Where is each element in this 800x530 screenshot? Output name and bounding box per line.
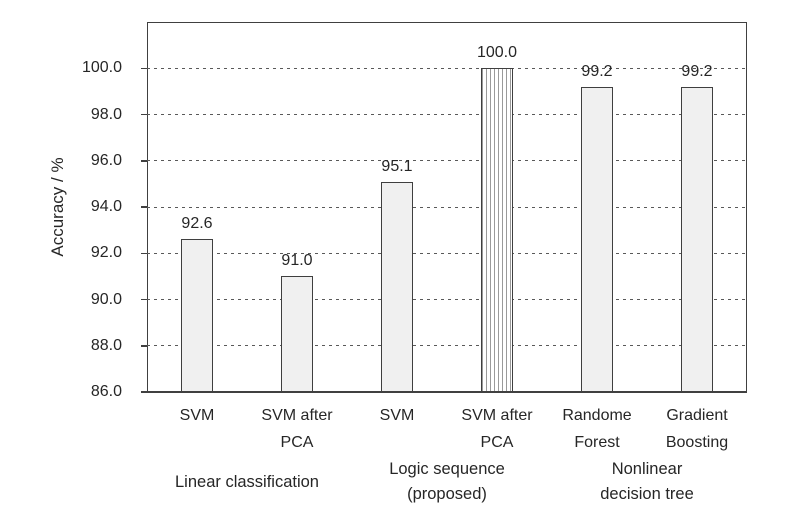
bar-value-label: 100.0: [476, 44, 518, 62]
bar-value-label: 95.1: [381, 157, 413, 175]
bar-1: [181, 239, 213, 392]
y-tick-label: 92.0: [90, 244, 122, 262]
bar-3: [381, 181, 413, 392]
gridline: [147, 299, 746, 300]
y-tick-label: 90.0: [90, 290, 122, 308]
x-category-label: SVM: [379, 407, 415, 424]
bar-2: [281, 276, 313, 392]
x-category-label: SVM after PCA: [461, 407, 533, 451]
group-label-1: Linear classification: [175, 472, 319, 491]
y-tick-label: 100.0: [81, 59, 122, 77]
x-category-label: Gradient Boosting: [665, 407, 729, 451]
gridline: [147, 67, 746, 69]
x-category-label: SVM: [179, 407, 215, 424]
y-tick-label: 98.0: [90, 105, 122, 123]
bar-4: [481, 68, 513, 392]
gridline: [147, 160, 746, 162]
bar-6: [681, 86, 713, 392]
bar-value-label: 99.2: [581, 62, 613, 80]
y-tick-label: 88.0: [90, 336, 122, 354]
y-axis-tick: [141, 160, 147, 162]
y-axis-tick: [141, 298, 147, 301]
gridline: [147, 114, 746, 115]
y-axis-tick: [141, 391, 147, 393]
y-axis-tick: [141, 252, 147, 254]
y-tick-label: 94.0: [90, 198, 122, 215]
y-axis-tick: [141, 67, 147, 69]
y-tick-label: 96.0: [90, 151, 122, 169]
y-axis-tick: [141, 113, 147, 116]
group-label-3: Nonlinear decision tree: [600, 460, 694, 503]
x-category-label: SVM after PCA: [261, 407, 333, 451]
group-label-2: Logic sequence (proposed): [389, 460, 505, 503]
bar-value-label: 99.2: [681, 62, 713, 80]
bar-value-label: 92.6: [181, 215, 213, 233]
bar-5: [581, 86, 613, 392]
gridline: [147, 345, 746, 347]
bar-value-label: 91.0: [281, 252, 313, 270]
y-axis-tick: [141, 345, 147, 347]
y-tick-label: 86.0: [90, 383, 122, 400]
gridline: [147, 206, 746, 208]
gridline: [147, 252, 746, 254]
y-axis-tick: [141, 206, 147, 208]
x-category-label: Randome Forest: [562, 407, 632, 451]
x-axis-line: [146, 390, 747, 393]
